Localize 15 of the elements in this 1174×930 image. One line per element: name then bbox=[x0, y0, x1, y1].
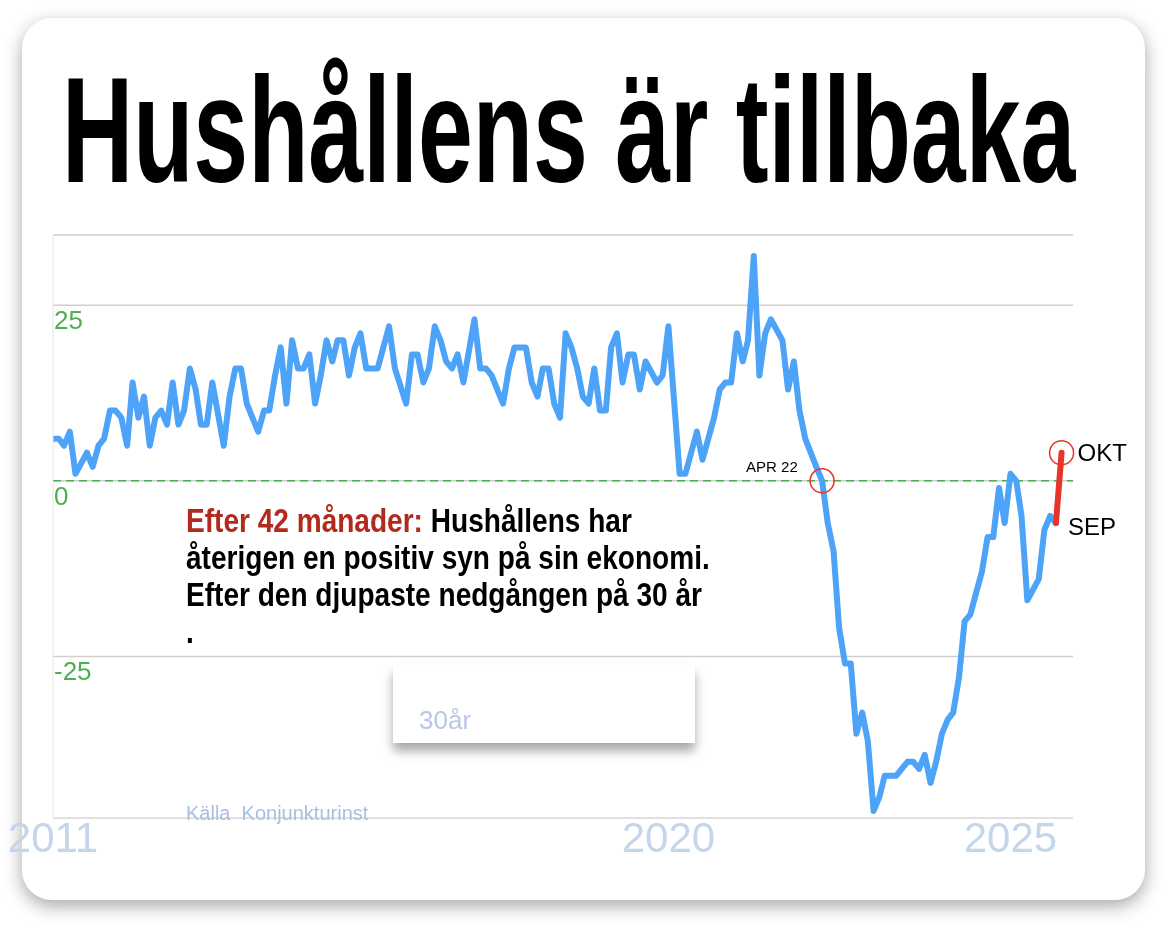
annotation: Källa Konjunkturinst bbox=[186, 802, 369, 825]
y-tick-label: -25 bbox=[54, 656, 92, 687]
annotation: SEP bbox=[1067, 512, 1116, 540]
y-tick-label: 25 bbox=[54, 305, 83, 336]
chart-thumbnail: 30år bbox=[393, 665, 695, 743]
annotation: 30år bbox=[419, 705, 472, 735]
y-tick-label: 0 bbox=[54, 480, 69, 511]
x-tick-label: 2025 bbox=[963, 814, 1058, 861]
annotation: APR 22 bbox=[746, 457, 798, 475]
annotation: OKT bbox=[1077, 438, 1128, 466]
chart-title: Hushållens är tillbaka bbox=[62, 45, 1076, 215]
x-tick-label: 2011 bbox=[7, 814, 99, 861]
annotation: . bbox=[186, 613, 195, 650]
x-tick-label: 2020 bbox=[621, 814, 716, 861]
annotation: Efter 42 månader: bbox=[186, 502, 424, 539]
